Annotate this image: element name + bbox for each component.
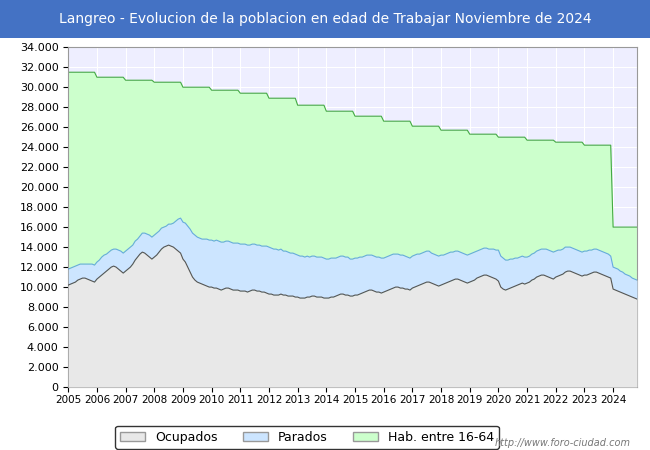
Text: Langreo - Evolucion de la poblacion en edad de Trabajar Noviembre de 2024: Langreo - Evolucion de la poblacion en e… (58, 12, 592, 26)
Text: http://www.foro-ciudad.com: http://www.foro-ciudad.com (495, 438, 630, 448)
Legend: Ocupados, Parados, Hab. entre 16-64: Ocupados, Parados, Hab. entre 16-64 (116, 426, 499, 449)
